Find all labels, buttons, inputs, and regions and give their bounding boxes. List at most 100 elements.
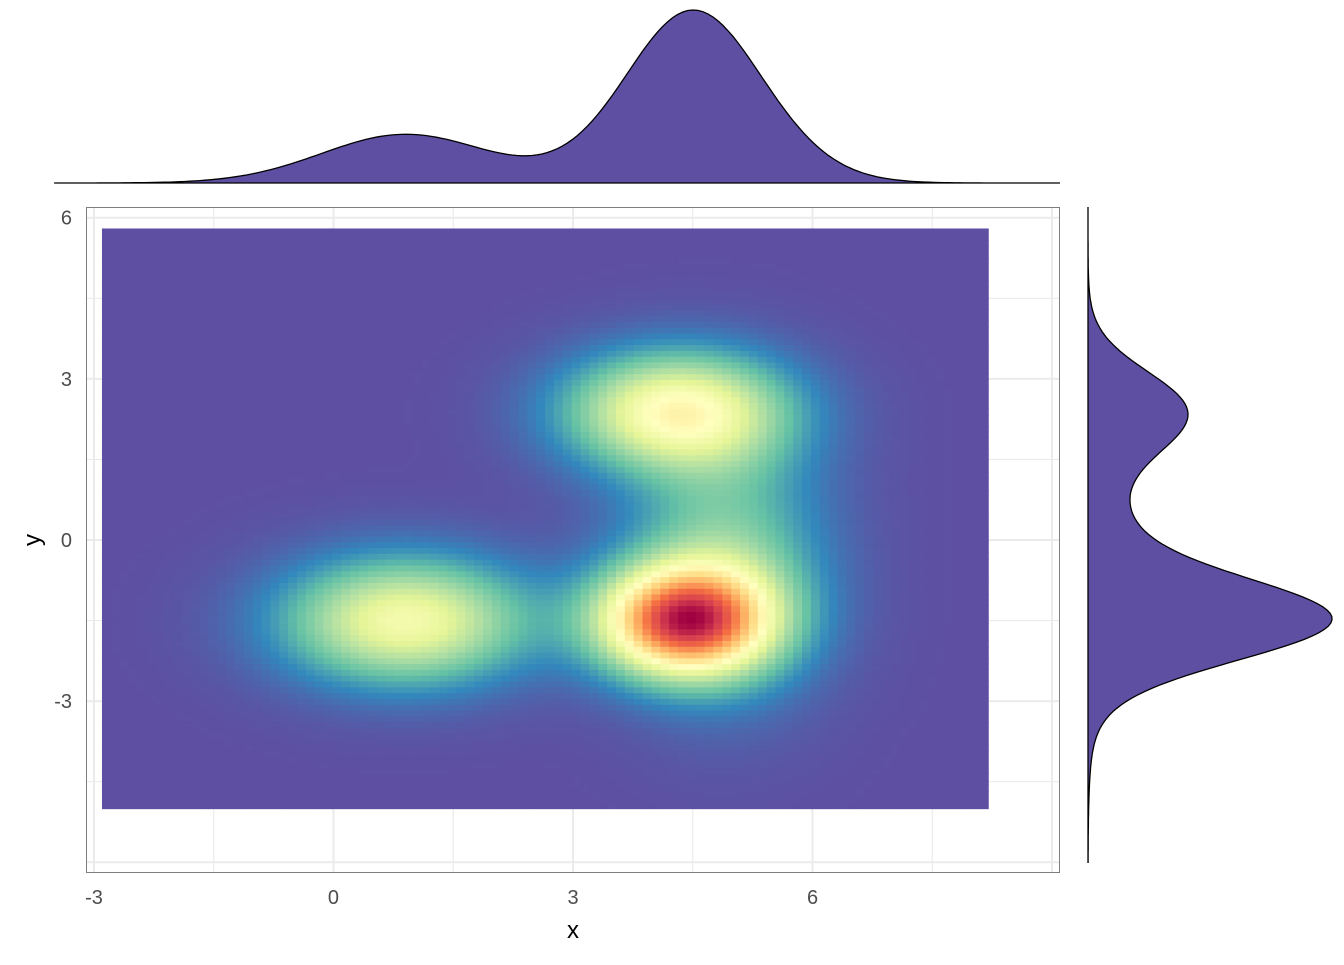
density-tile (669, 785, 678, 791)
density-tile (350, 542, 359, 548)
density-tile (696, 716, 705, 722)
density-tile (394, 698, 403, 704)
density-tile (288, 571, 297, 577)
density-tile (412, 791, 421, 797)
density-tile (456, 710, 465, 716)
density-tile (935, 582, 944, 588)
density-tile (226, 536, 235, 542)
density-raster (102, 228, 989, 809)
density-tile (864, 681, 873, 687)
density-tile (563, 675, 572, 681)
density-tile (545, 588, 554, 594)
density-tile (137, 698, 146, 704)
density-tile (270, 640, 279, 646)
density-tile (297, 710, 306, 716)
density-tile (536, 780, 545, 786)
density-tile (191, 797, 200, 803)
density-tile (705, 559, 714, 565)
density-tile (669, 588, 678, 594)
density-tile (607, 704, 616, 710)
density-tile (155, 571, 164, 577)
density-tile (164, 722, 173, 728)
density-tile (775, 571, 784, 577)
density-tile (199, 640, 208, 646)
density-tile (492, 658, 501, 664)
density-tile (253, 542, 262, 548)
density-tile (864, 588, 873, 594)
density-tile (439, 536, 448, 542)
density-tile (261, 733, 270, 739)
density-tile (208, 687, 217, 693)
density-tile (767, 611, 776, 617)
density-tile (563, 768, 572, 774)
density-tile (554, 785, 563, 791)
density-tile (926, 751, 935, 757)
density-tile (731, 577, 740, 583)
density-tile (536, 553, 545, 559)
density-tile (527, 664, 536, 670)
density-tile (660, 768, 669, 774)
density-tile (527, 646, 536, 652)
density-tile (846, 768, 855, 774)
density-tile (288, 548, 297, 554)
density-tile (235, 739, 244, 745)
density-tile (261, 797, 270, 803)
density-tile (820, 739, 829, 745)
density-tile (731, 646, 740, 652)
density-tile (767, 640, 776, 646)
density-tile (288, 635, 297, 641)
density-tile (660, 658, 669, 664)
density-tile (279, 664, 288, 670)
density-tile (944, 710, 953, 716)
density-tile (838, 652, 847, 658)
density-tile (811, 739, 820, 745)
density-tile (217, 710, 226, 716)
density-tile (430, 710, 439, 716)
density-tile (129, 681, 138, 687)
density-tile (908, 669, 917, 675)
density-tile (226, 791, 235, 797)
density-tile (643, 652, 652, 658)
density-tile (297, 582, 306, 588)
density-tile (882, 669, 891, 675)
density-tile (687, 716, 696, 722)
density-tile (900, 658, 909, 664)
density-tile (970, 722, 979, 728)
density-tile (713, 693, 722, 699)
density-tile (332, 530, 341, 536)
density-tile (784, 704, 793, 710)
density-tile (784, 617, 793, 623)
density-tile (643, 530, 652, 536)
density-tile (386, 536, 395, 542)
density-tile (651, 693, 660, 699)
density-tile (244, 635, 253, 641)
density-tile (501, 780, 510, 786)
density-tile (696, 727, 705, 733)
density-tile (261, 687, 270, 693)
density-tile (944, 739, 953, 745)
density-tile (244, 762, 253, 768)
density-tile (962, 635, 971, 641)
density-tile (527, 635, 536, 641)
density-tile (935, 791, 944, 797)
density-tile (811, 588, 820, 594)
density-tile (155, 606, 164, 612)
density-tile (581, 524, 590, 530)
density-tile (687, 687, 696, 693)
density-tile (554, 704, 563, 710)
density-tile (527, 739, 536, 745)
density-tile (669, 606, 678, 612)
density-tile (811, 600, 820, 606)
density-tile (545, 710, 554, 716)
density-tile (448, 675, 457, 681)
density-tile (297, 524, 306, 530)
density-tile (775, 640, 784, 646)
density-tile (749, 722, 758, 728)
density-tile (811, 611, 820, 617)
density-tile (731, 542, 740, 548)
density-tile (713, 698, 722, 704)
density-tile (882, 588, 891, 594)
density-tile (651, 519, 660, 525)
density-tile (217, 565, 226, 571)
density-tile (846, 681, 855, 687)
